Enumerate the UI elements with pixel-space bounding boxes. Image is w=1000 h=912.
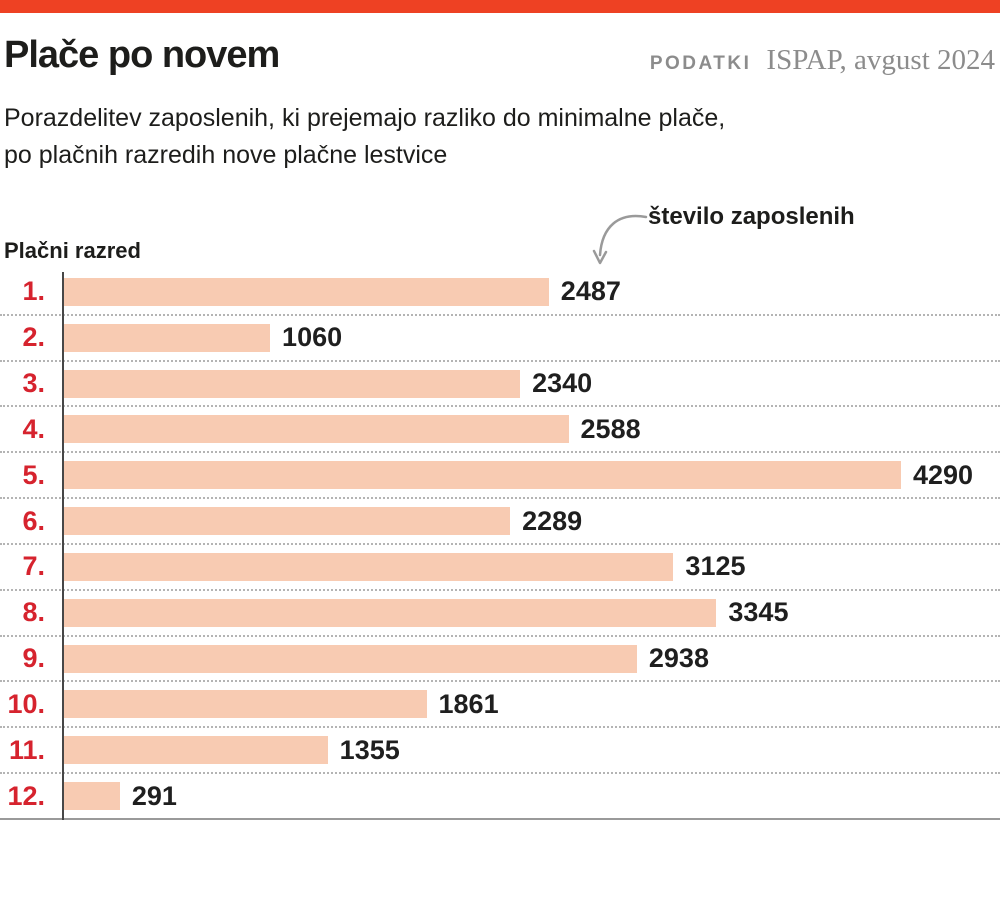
chart-row: 9. 2938 [0,637,1000,683]
chart-row: 5. 4290 [0,453,1000,500]
bar-track: 2487 [63,276,901,307]
value-label: 3125 [685,551,746,582]
value-label: 2938 [648,643,709,674]
source-value: ISPAP, avgust 2024 [766,44,995,76]
bar-track: 2289 [63,506,901,537]
bar [63,690,427,719]
bar [63,277,549,306]
value-label: 3345 [728,597,789,628]
value-label: 2588 [580,413,641,444]
bar-track: 3345 [63,597,901,628]
bar-track: 1861 [63,689,901,720]
category-label: 6. [22,505,45,536]
chart-row: 3. 2340 [0,362,1000,408]
chart-subtitle: Porazdelitev zaposlenih, ki prejemajo ra… [4,100,725,174]
subtitle-line-2: po plačnih razredih nove plačne lestvice [4,141,448,169]
chart-row: 11. 1355 [0,728,1000,775]
bar [63,552,674,581]
bar [63,598,717,627]
bar-track: 1060 [63,322,901,353]
category-axis-line [62,272,64,820]
category-label: 1. [22,276,45,307]
category-label: 10. [7,688,45,719]
annotation-arrow-icon [592,214,648,265]
bar-track: 2340 [63,368,901,399]
bar [63,736,328,765]
chart-row: 10. 1861 [0,682,1000,729]
chart-row: 8. 3345 [0,591,1000,637]
category-label: 12. [7,780,45,811]
value-label: 1355 [339,734,400,765]
category-label: 8. [22,597,45,628]
chart-row: 1. 2487 [0,270,1000,316]
chart-row: 7. 3125 [0,545,1000,591]
page-title: Plače po novem [4,34,280,76]
bar-track: 1355 [63,735,901,766]
bar-track: 3125 [63,551,901,582]
category-label: 5. [22,459,45,490]
category-label: 2. [22,322,45,353]
top-accent-bar [0,0,1000,13]
source-label: PODATKI [649,53,752,74]
bar [63,461,901,490]
category-label: 9. [22,643,45,674]
value-label: 2289 [522,505,583,536]
category-label: 3. [22,368,45,399]
bar [63,415,569,444]
chart-rows: 1. 2487 2. 1060 3. 2340 4. 2588 5. 4290 6. 2289 7. 31… [0,270,1000,820]
data-source: PODATKI ISPAP, avgust 2024 [650,44,995,77]
value-label: 2487 [560,276,621,307]
value-label: 2340 [532,368,593,399]
bar-track: 291 [63,781,901,812]
chart-row: 4. 2588 [0,407,1000,454]
bar-track: 4290 [63,460,973,491]
value-label: 291 [131,780,177,811]
bar [63,782,120,811]
bar [63,507,511,536]
value-label: 4290 [913,459,974,490]
chart-row: 12. 291 [0,774,1000,820]
value-label: 1861 [438,688,499,719]
bar-track: 2938 [63,643,901,674]
chart-row: 2. 1060 [0,316,1000,362]
category-axis-title: Plačni razred [4,238,141,263]
value-label: 1060 [282,322,343,353]
bar-track: 2588 [63,414,901,445]
category-label: 4. [22,413,45,444]
chart-row: 6. 2289 [0,499,1000,545]
bar [63,323,271,352]
subtitle-line-1: Porazdelitev zaposlenih, ki prejemajo ra… [4,104,726,132]
bar [63,369,521,398]
category-label: 7. [22,551,45,582]
category-label: 11. [8,734,45,765]
bar [63,644,637,673]
value-axis-annotation: število zaposlenih [648,203,855,230]
bar-chart: 1. 2487 2. 1060 3. 2340 4. 2588 5. 4290 6. 2289 7. 31… [0,270,1000,820]
